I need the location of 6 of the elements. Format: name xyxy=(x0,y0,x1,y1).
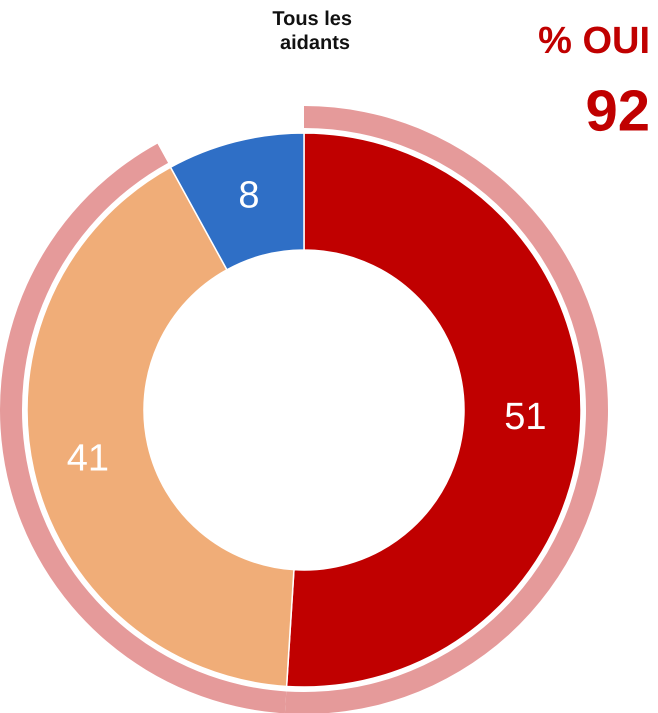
data-label: 51 xyxy=(504,396,547,438)
text: 92 xyxy=(585,78,650,144)
chart-title: Tous les aidants xyxy=(272,8,358,54)
text: % OUI xyxy=(538,20,650,62)
data-label: 8 xyxy=(238,174,260,216)
data-label: 41 xyxy=(66,437,109,480)
